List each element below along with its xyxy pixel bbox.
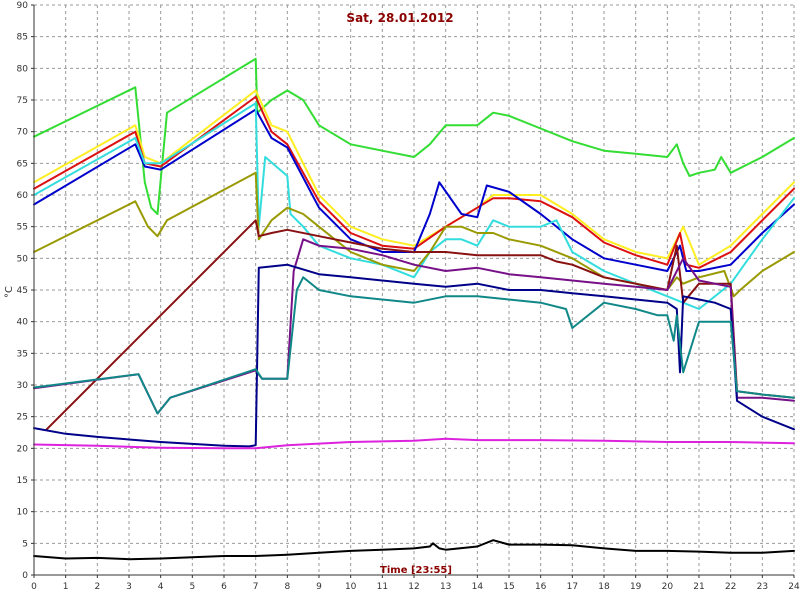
y-tick-label: 20 — [17, 444, 29, 454]
series-line-6 — [33, 171, 795, 298]
y-tick-label: 90 — [17, 1, 29, 11]
x-tick-label: 0 — [31, 582, 37, 592]
x-tick-label: 3 — [126, 582, 132, 592]
y-tick-label: 25 — [17, 413, 28, 423]
x-tick-label: 19 — [630, 582, 642, 592]
x-tick-label: 24 — [788, 582, 800, 592]
y-tick-label: 55 — [17, 223, 28, 233]
series-line-3 — [33, 95, 795, 269]
x-tick-label: 11 — [377, 582, 388, 592]
y-tick-label: 0 — [22, 571, 28, 581]
y-axis-label: °C — [4, 286, 15, 298]
x-tick-label: 4 — [158, 582, 164, 592]
x-tick-label: 10 — [345, 582, 357, 592]
series-line-12 — [33, 539, 795, 561]
x-tick-label: 23 — [757, 582, 768, 592]
x-axis-label: Time [23:55] — [380, 565, 452, 576]
chart-title: Sat, 28.01.2012 — [346, 11, 453, 25]
y-tick-label: 30 — [17, 381, 29, 391]
y-tick-label: 40 — [17, 318, 29, 328]
x-tick-label: 1 — [63, 582, 69, 592]
series-line-11 — [33, 437, 795, 450]
y-tick-label: 75 — [17, 96, 28, 106]
x-tick-label: 7 — [253, 582, 259, 592]
x-tick-label: 21 — [693, 582, 704, 592]
x-tick-label: 20 — [662, 582, 674, 592]
series-line-10 — [33, 276, 795, 415]
y-tick-label: 70 — [17, 128, 29, 138]
x-tick-label: 12 — [408, 582, 419, 592]
series-line-1 — [33, 57, 795, 215]
y-tick-label: 15 — [17, 476, 28, 486]
series-group — [33, 57, 795, 561]
x-tick-label: 14 — [472, 582, 484, 592]
y-tick-label: 45 — [17, 286, 28, 296]
x-tick-label: 18 — [598, 582, 610, 592]
y-tick-label: 50 — [17, 254, 29, 264]
x-tick-label: 22 — [725, 582, 736, 592]
y-tick-label: 85 — [17, 33, 28, 43]
x-tick-label: 9 — [316, 582, 322, 592]
axes: 0 1 2 3 4 5 6 7 8 9 10 11 12 13 14 15 16 17 18 19 20 21 22 23 24… — [17, 1, 800, 592]
y-tick-label: 35 — [17, 349, 28, 359]
y-tick-label: 60 — [17, 191, 29, 201]
y-tick-label: 5 — [22, 539, 28, 549]
y-tick-label: 80 — [17, 64, 29, 74]
y-tick-label: 65 — [17, 159, 28, 169]
x-tick-label: 8 — [284, 582, 290, 592]
x-tick-label: 15 — [503, 582, 514, 592]
x-tick-label: 13 — [440, 582, 451, 592]
series-line-9 — [33, 263, 795, 448]
x-tick-label: 17 — [567, 582, 578, 592]
x-tick-label: 6 — [221, 582, 227, 592]
x-tick-label: 2 — [94, 582, 100, 592]
x-tick-label: 16 — [535, 582, 547, 592]
series-line-7 — [45, 219, 795, 431]
x-tick-label: 5 — [189, 582, 195, 592]
y-tick-label: 10 — [17, 508, 29, 518]
